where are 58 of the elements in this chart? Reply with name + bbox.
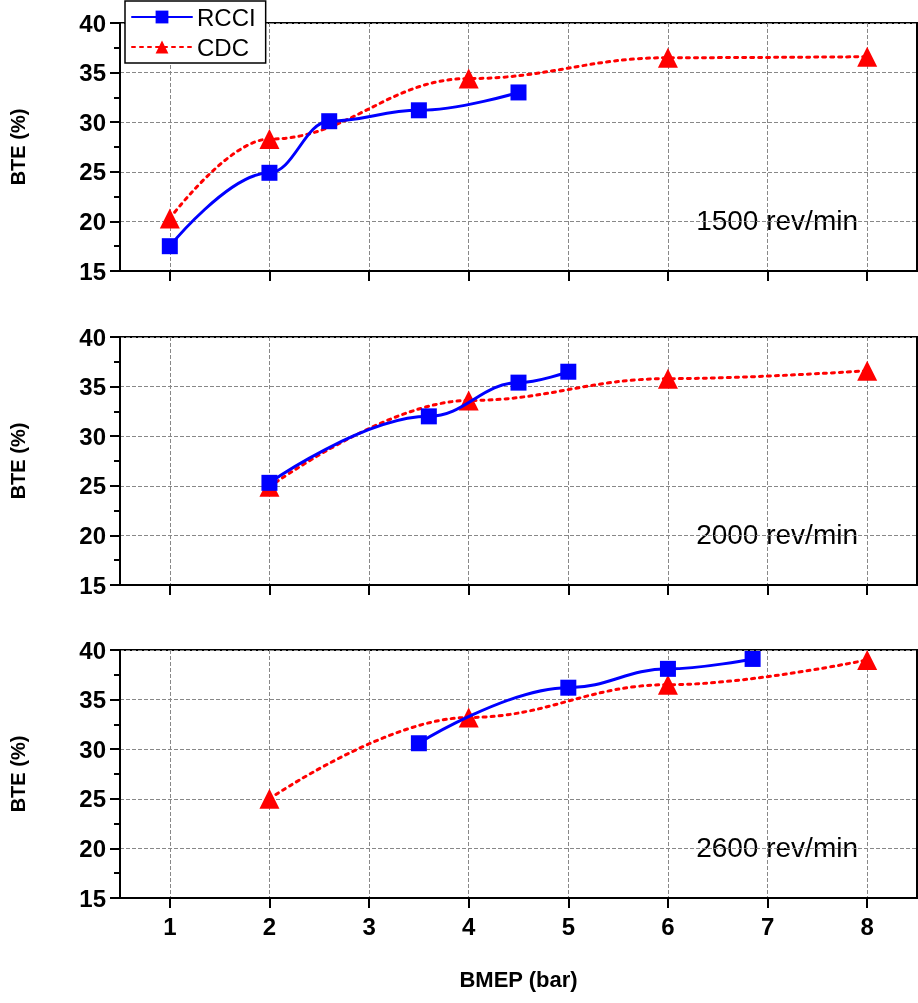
point	[410, 735, 427, 752]
y-axis-title: BTE (%)	[7, 735, 29, 813]
point	[857, 360, 878, 381]
legend-label: RCCI	[197, 3, 256, 31]
y-axis-title: BTE (%)	[7, 422, 29, 500]
y-tick-label: 25	[79, 158, 106, 186]
point	[744, 650, 761, 667]
y-tick-label: 35	[79, 59, 106, 87]
y-tick-label: 25	[79, 785, 106, 813]
y-tick-label: 40	[79, 323, 106, 351]
y-tick-label: 40	[79, 636, 106, 664]
y-axis-title: BTE (%)	[7, 108, 29, 186]
point	[657, 674, 678, 695]
x-axis-title: BMEP (bar)	[459, 966, 578, 992]
x-tick-label: 6	[661, 912, 675, 940]
point	[560, 679, 577, 696]
point	[259, 129, 280, 150]
point	[657, 368, 678, 389]
y-tick-label: 35	[79, 686, 106, 714]
point	[161, 238, 178, 255]
y-tick-label: 30	[79, 108, 106, 136]
point	[510, 84, 527, 101]
y-tick-label: 15	[79, 257, 106, 285]
y-tick-label: 40	[79, 9, 106, 37]
point	[159, 208, 180, 229]
point	[259, 788, 280, 809]
y-tick-label: 20	[79, 834, 106, 862]
point	[458, 68, 479, 89]
x-tick-label: 4	[462, 912, 477, 940]
y-tick-label: 30	[79, 735, 106, 763]
point	[857, 649, 878, 670]
point	[420, 408, 437, 425]
y-tick-label: 30	[79, 422, 106, 450]
y-tick-label: 15	[79, 571, 106, 599]
x-tick-label: 5	[561, 912, 575, 940]
point	[410, 102, 427, 119]
point	[321, 113, 338, 130]
x-tick-label: 3	[362, 912, 376, 940]
legend-label: CDC	[197, 33, 249, 61]
annotation: 2600 rev/min	[696, 831, 859, 863]
point	[261, 474, 278, 491]
annotation: 1500 rev/min	[696, 204, 859, 236]
y-tick-label: 20	[79, 207, 106, 235]
x-tick-label: 8	[860, 912, 874, 940]
x-tick-label: 2	[262, 912, 277, 940]
y-tick-label: 35	[79, 373, 106, 401]
point	[510, 374, 527, 391]
point	[261, 164, 278, 181]
annotation: 2000 rev/min	[696, 518, 859, 550]
point	[657, 47, 678, 68]
point	[560, 363, 577, 380]
point	[659, 660, 676, 677]
y-tick-label: 15	[79, 884, 106, 912]
x-tick-label: 7	[760, 912, 775, 940]
y-tick-label: 25	[79, 472, 106, 500]
y-tick-label: 20	[79, 521, 106, 549]
x-tick-label: 1	[163, 912, 177, 940]
point	[857, 46, 878, 67]
